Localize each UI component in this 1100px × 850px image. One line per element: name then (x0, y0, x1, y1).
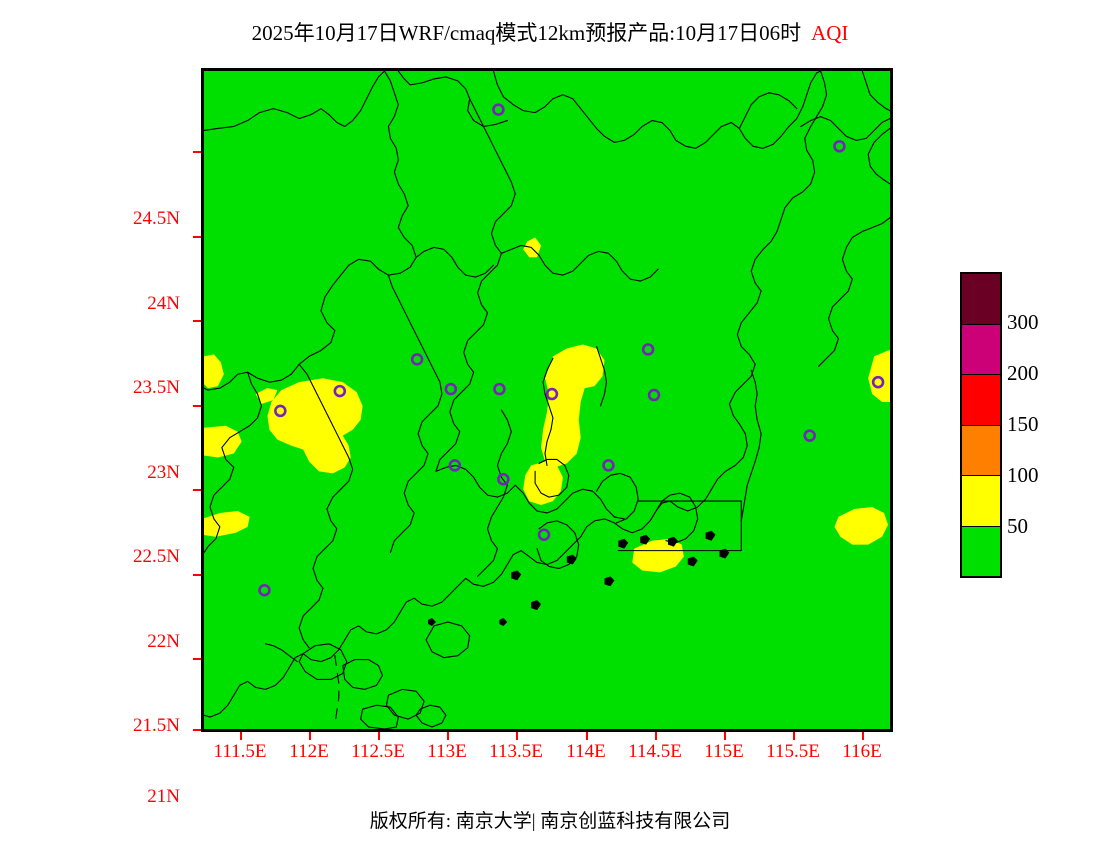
station-marker (493, 382, 506, 396)
x-axis-tick-label: 113E (427, 741, 467, 762)
aqi-band-50-100-patches (204, 237, 890, 573)
aqi-colorbar (960, 272, 1002, 578)
x-axis-tick-label: 114E (566, 741, 606, 762)
y-axis-tick-label: 24.5N (133, 208, 180, 229)
colorbar-tick-label-150: 150 (1007, 412, 1039, 436)
colorbar-tick-label-100: 100 (1007, 463, 1039, 487)
y-axis-tick (193, 320, 201, 322)
colorbar-band-0-50 (962, 526, 1000, 576)
y-axis-tick-label: 21.5N (133, 715, 180, 736)
y-axis-tick-label: 22.5N (133, 546, 180, 567)
administrative-boundaries (204, 71, 890, 729)
y-axis-tick (193, 236, 201, 238)
page-title: 2025年10月17日WRF/cmaq模式12km预报产品:10月17日06时 A… (0, 20, 1100, 46)
x-axis-tick (240, 732, 242, 740)
station-marker (448, 459, 462, 472)
x-axis-tick-label: 113.5E (489, 741, 543, 762)
y-axis-tick-label: 24N (147, 293, 180, 314)
y-axis-tick (193, 729, 201, 731)
station-marker (410, 353, 424, 366)
x-axis-tick (862, 732, 864, 740)
colorbar-tick-label-50: 50 (1007, 514, 1028, 538)
station-markers (258, 103, 885, 597)
x-axis-tick-label: 112E (289, 741, 329, 762)
station-marker (803, 429, 816, 442)
station-marker (833, 140, 846, 153)
colorbar-band-50-100 (962, 476, 1000, 527)
station-marker (647, 388, 661, 402)
x-axis-tick-label: 111.5E (213, 741, 267, 762)
y-axis-tick-label: 22N (147, 631, 180, 652)
station-marker (492, 103, 505, 116)
x-axis-tick-label: 115.5E (766, 741, 820, 762)
y-axis-tick-label: 23N (147, 462, 180, 483)
station-marker (258, 584, 271, 597)
x-axis-tick-label: 116E (842, 741, 882, 762)
x-axis-tick (378, 732, 380, 740)
y-axis-tick (193, 658, 201, 660)
station-marker (333, 384, 347, 398)
colorbar-band-300-plus (962, 274, 1000, 325)
colorbar-band-150-200 (962, 375, 1000, 426)
x-axis-tick-label: 112.5E (351, 741, 405, 762)
y-axis-tick (193, 489, 201, 491)
x-axis-tick (309, 732, 311, 740)
colorbar-tick-label-300: 300 (1007, 310, 1039, 334)
station-marker (537, 528, 551, 542)
map-canvas (204, 71, 890, 729)
map-plot-area (201, 68, 893, 732)
x-axis-tick (516, 732, 518, 740)
page-title-suffix: AQI (811, 21, 849, 45)
y-axis-tick (193, 574, 201, 576)
colorbar-band-200-300 (962, 324, 1000, 375)
y-axis: 24.5N 24N 23.5N 23N 22.5N 22N 21.5N 21N (60, 68, 192, 806)
page-title-main: 2025年10月17日WRF/cmaq模式12km预报产品:10月17日06时 (251, 21, 802, 45)
colorbar-band-100-150 (962, 425, 1000, 476)
y-axis-tick-label: 23.5N (133, 377, 180, 398)
station-marker (274, 404, 287, 418)
station-marker (602, 459, 615, 472)
copyright-footer: 版权所有: 南京大学| 南京创蓝科技有限公司 (369, 811, 731, 832)
station-marker (641, 343, 655, 356)
x-axis-tick (586, 732, 588, 740)
x-axis-tick (724, 732, 726, 740)
station-marker (444, 382, 458, 396)
x-axis-tick (447, 732, 449, 740)
x-axis-tick (793, 732, 795, 740)
colorbar-tick-label-200: 200 (1007, 361, 1039, 385)
y-axis-tick (193, 151, 201, 153)
station-marker (497, 473, 510, 486)
y-axis-tick-label: 21N (147, 786, 180, 807)
x-axis-tick-label: 114.5E (628, 741, 682, 762)
station-marker (545, 387, 559, 401)
y-axis-tick (193, 405, 201, 407)
x-axis-tick-label: 115E (704, 741, 744, 762)
x-axis-tick (655, 732, 657, 740)
x-axis: 111.5E 112E 112.5E 113E 113.5E 114E 114.… (201, 736, 893, 770)
station-marker (871, 375, 885, 389)
